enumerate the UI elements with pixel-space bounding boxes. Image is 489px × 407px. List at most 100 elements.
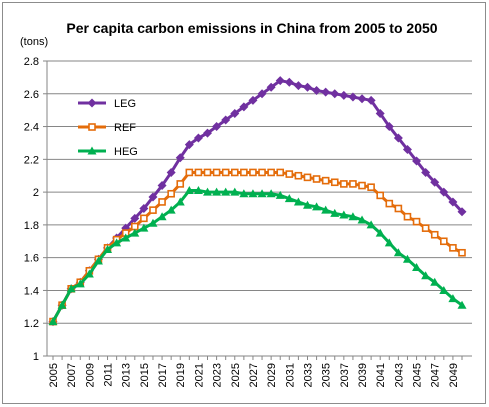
data-point (221, 168, 230, 177)
data-point (357, 215, 367, 224)
data-point (284, 194, 294, 203)
data-point (385, 199, 394, 208)
data-point (321, 176, 330, 185)
data-point (257, 189, 267, 198)
data-point (293, 81, 303, 91)
data-point (402, 254, 412, 263)
x-tick-label: 2011 (103, 363, 115, 387)
data-point (149, 206, 157, 214)
data-point (112, 238, 122, 247)
data-point (330, 178, 339, 187)
y-tick-label: 2.8 (24, 56, 39, 68)
data-point (239, 102, 249, 112)
gridlines (47, 60, 472, 324)
data-point (212, 168, 221, 177)
data-point (293, 197, 303, 206)
x-tick-label: 2031 (284, 363, 296, 387)
x-tick-label: 2037 (339, 363, 351, 387)
data-point (87, 146, 97, 155)
data-point (176, 180, 185, 188)
x-tick-label: 2033 (302, 363, 314, 387)
series-heg (48, 185, 467, 326)
data-point (457, 300, 467, 309)
data-point (130, 213, 140, 223)
data-point (88, 123, 96, 131)
data-point (312, 86, 322, 95)
data-point (258, 168, 266, 177)
data-point (393, 248, 403, 257)
data-point (303, 173, 312, 182)
legend-item-heg: HEG (78, 146, 138, 158)
data-point (402, 145, 412, 154)
series-line (51, 79, 464, 323)
data-point (157, 212, 167, 221)
data-point (75, 279, 85, 288)
data-point (221, 115, 231, 125)
data-point (366, 95, 376, 105)
data-point (103, 244, 113, 253)
data-point (93, 256, 103, 265)
data-point (212, 187, 222, 196)
data-point (266, 82, 276, 92)
y-axis-label: (tons) (20, 36, 48, 48)
data-point (230, 108, 240, 118)
data-point (349, 180, 357, 188)
data-point (375, 108, 385, 118)
x-tick-labels: 2005 2007 2009 2011 2013 2015 2017 2019 2021 2023… (48, 363, 460, 387)
data-point (340, 180, 348, 188)
x-tick-label: 2045 (412, 363, 424, 387)
data-point (412, 263, 422, 271)
series-leg (48, 76, 467, 327)
y-tick-label: 1.2 (24, 318, 39, 330)
x-tick-label: 2049 (448, 363, 460, 387)
series-line (51, 188, 463, 323)
data-point (457, 207, 467, 217)
data-point (121, 233, 131, 242)
data-point (184, 185, 194, 194)
data-point (449, 244, 457, 252)
data-point (339, 90, 349, 100)
data-point (458, 248, 466, 257)
data-point (421, 271, 431, 280)
x-tick-label: 2043 (393, 363, 405, 387)
data-point (302, 82, 312, 92)
data-point (267, 168, 275, 177)
data-point (284, 77, 294, 87)
data-point (157, 181, 167, 191)
data-point (412, 217, 421, 226)
data-point (184, 140, 194, 150)
data-point (248, 95, 258, 105)
data-point (366, 220, 376, 229)
data-point (421, 167, 431, 177)
y-tick-label: 1 (33, 351, 39, 363)
x-tick-label: 2007 (66, 363, 78, 387)
data-point (302, 200, 312, 209)
y-tick-label: 2.2 (24, 154, 39, 166)
data-point (84, 269, 94, 278)
data-point (148, 218, 158, 227)
x-tick-label: 2027 (248, 363, 260, 387)
data-point (367, 183, 375, 191)
series-line (51, 170, 463, 323)
x-tick-label: 2047 (430, 363, 442, 387)
data-point (430, 230, 439, 239)
data-point (249, 168, 257, 177)
data-point (203, 187, 213, 196)
x-tick-label: 2041 (375, 363, 387, 387)
data-point (348, 92, 358, 102)
legend-item-ref: REF (78, 122, 136, 134)
data-point (376, 191, 385, 200)
legend: LEG REF HEG (78, 98, 138, 158)
data-point (439, 285, 449, 294)
series-lines (48, 76, 467, 327)
data-point (166, 167, 176, 177)
data-point (175, 153, 185, 163)
data-point (239, 189, 249, 198)
x-tick-label: 2035 (321, 363, 333, 387)
data-point (203, 128, 213, 138)
data-point (448, 294, 458, 303)
data-point (140, 214, 148, 223)
legend-label: LEG (114, 98, 136, 110)
data-point (384, 238, 394, 247)
data-point (185, 168, 194, 177)
